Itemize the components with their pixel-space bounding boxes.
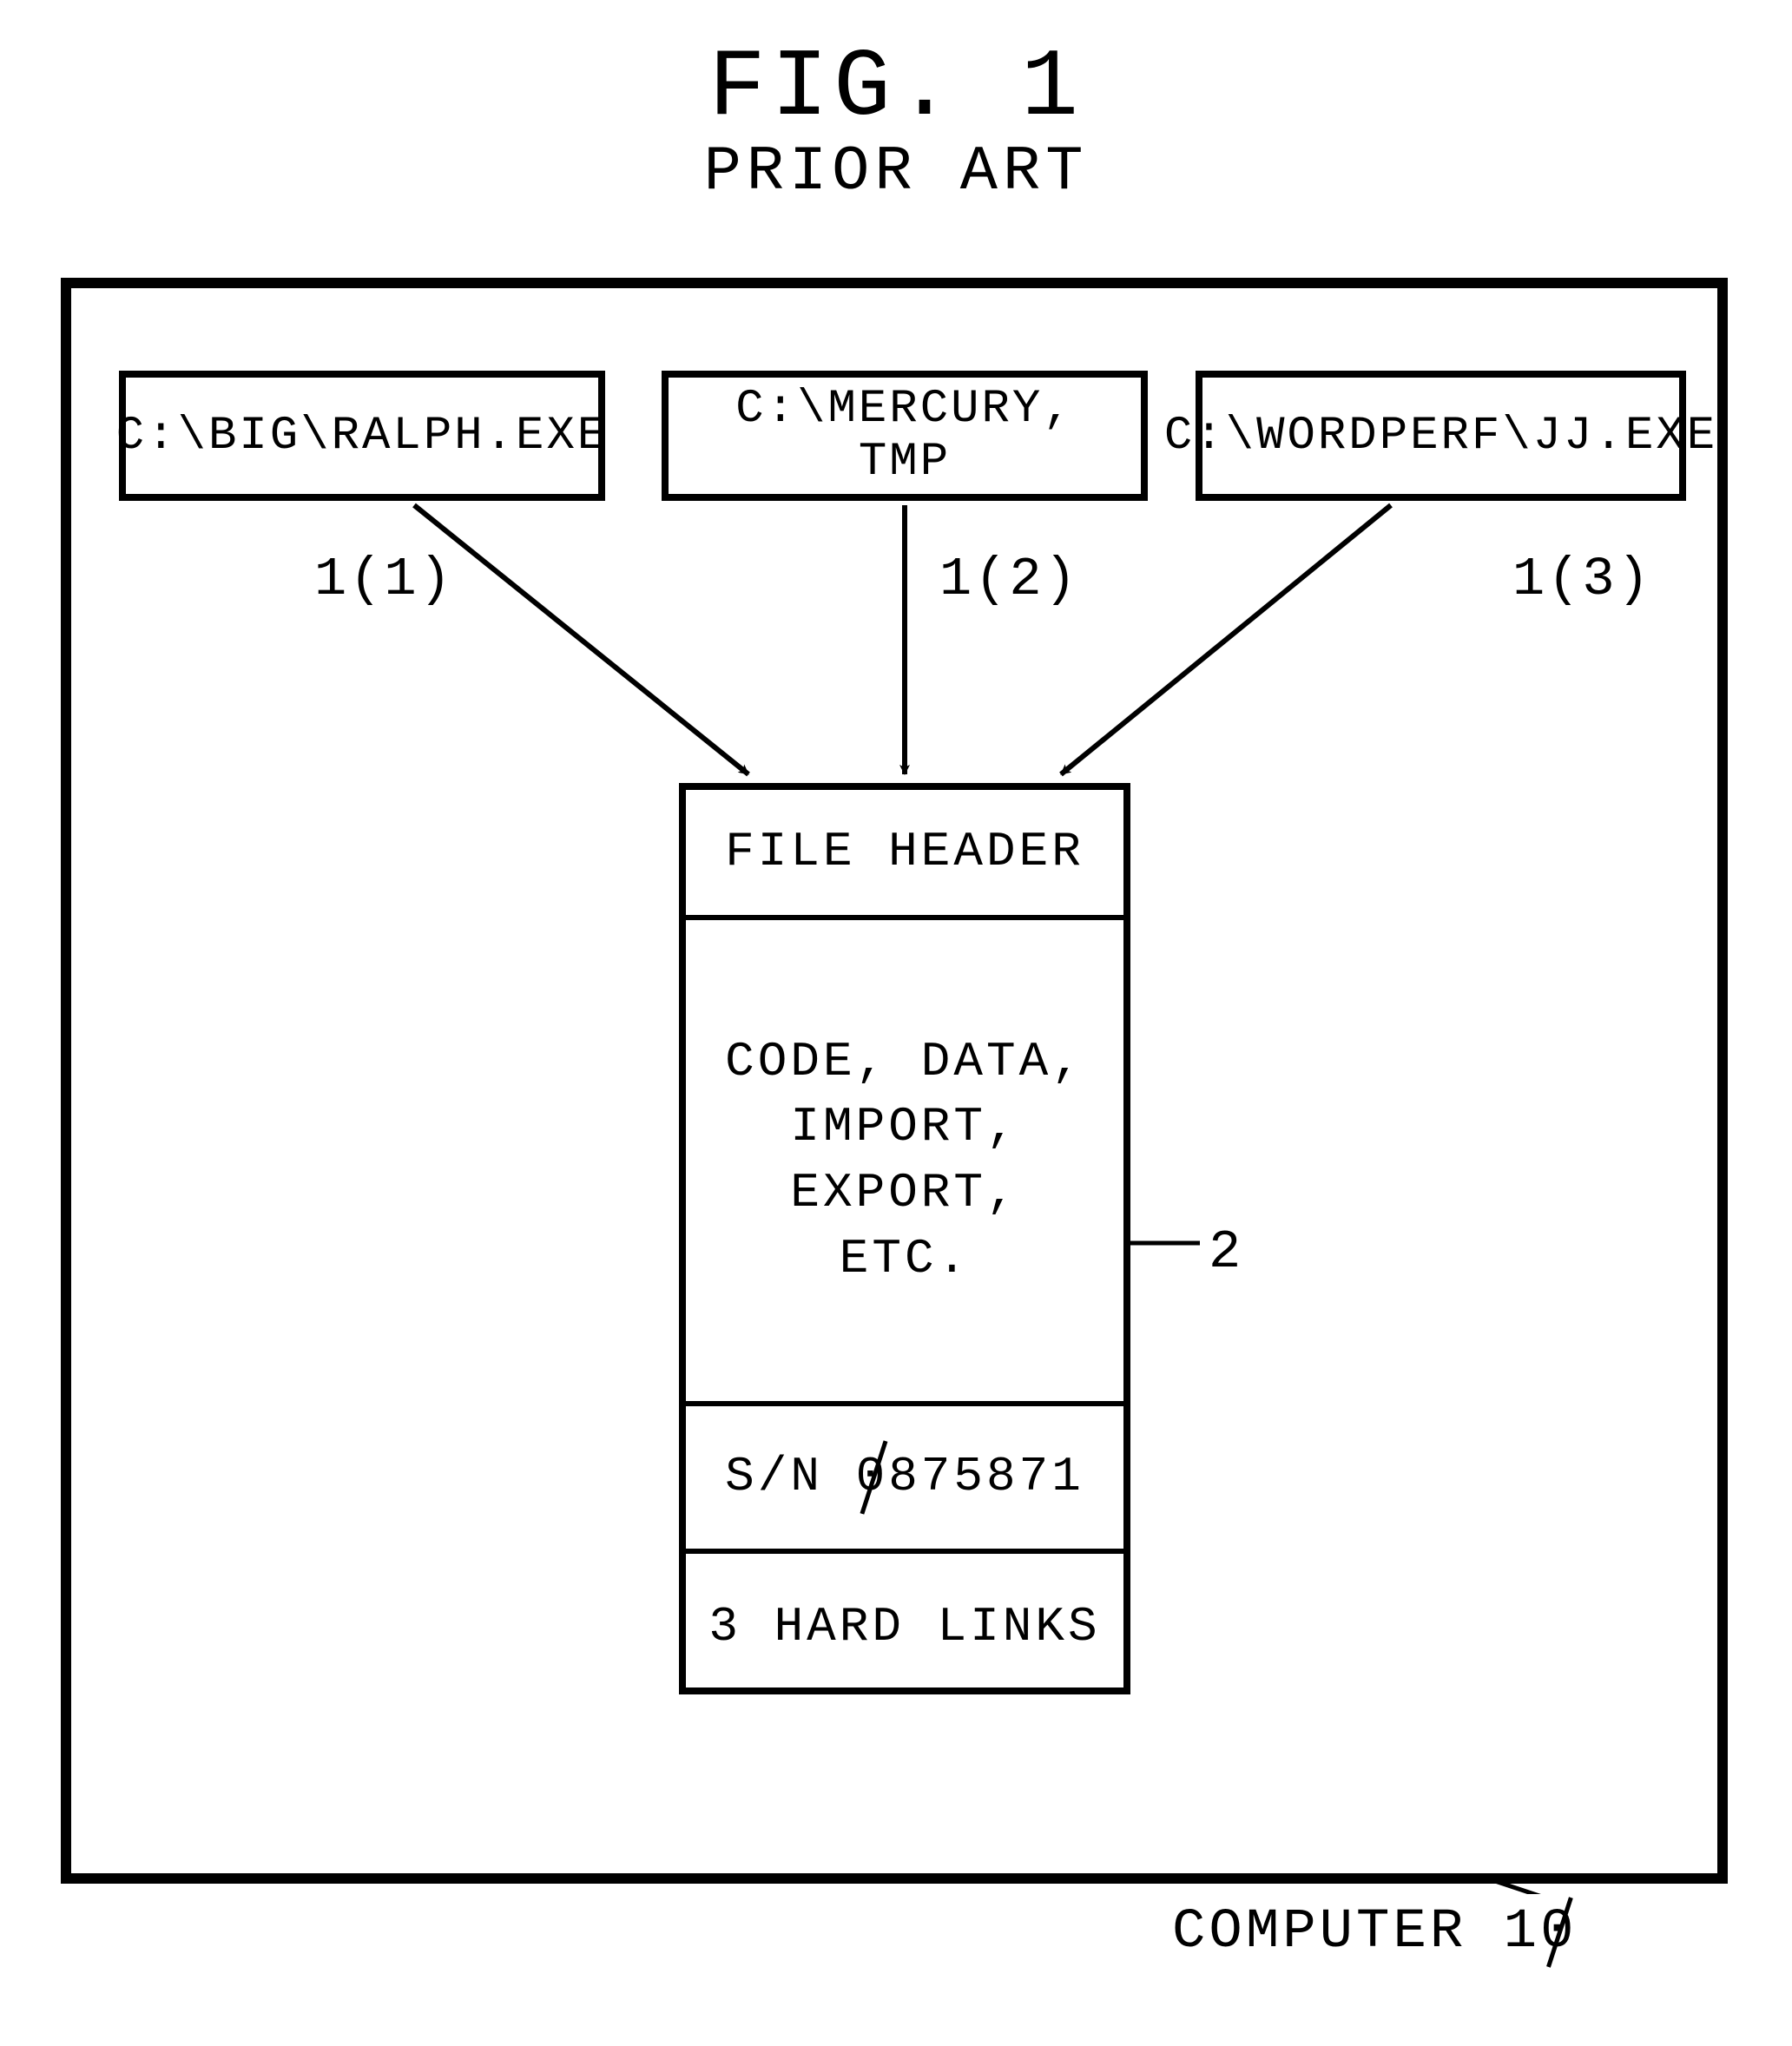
figure-subtitle: PRIOR ART bbox=[0, 136, 1792, 207]
file-path-label: C:\BIG\RALPH.EXE bbox=[116, 410, 608, 463]
file-body-cell: CODE, DATA, IMPORT, EXPORT, ETC. bbox=[686, 920, 1123, 1406]
file-path-box-1: C:\BIG\RALPH.EXE bbox=[119, 371, 605, 501]
file-hardlinks-label: 3 HARD LINKS bbox=[708, 1595, 1100, 1661]
file-ref-3: 1(3) bbox=[1512, 549, 1652, 610]
file-ref-2: 1(2) bbox=[939, 549, 1079, 610]
file-header-cell: FILE HEADER bbox=[686, 790, 1123, 920]
callout-computer bbox=[1495, 1881, 1586, 1894]
computer-outline-box: C:\BIG\RALPH.EXE 1(1) C:\MERCURY, TMP 1(… bbox=[61, 278, 1728, 1884]
file-path-label: C:\MERCURY, TMP bbox=[677, 383, 1132, 489]
file-path-label: C:\WORDPERF\JJ.EXE bbox=[1164, 410, 1717, 463]
file-ref-1: 1(1) bbox=[314, 549, 454, 610]
figure-title-block: FIG. 1 PRIOR ART bbox=[0, 35, 1792, 207]
file-hardlinks-cell: 3 HARD LINKS bbox=[686, 1554, 1123, 1701]
file-body-label: CODE, DATA, IMPORT, EXPORT, ETC. bbox=[698, 1030, 1111, 1292]
center-ref-label: 2 bbox=[1209, 1221, 1243, 1283]
file-header-label: FILE HEADER bbox=[725, 819, 1084, 885]
file-path-box-3: C:\WORDPERF\JJ.EXE bbox=[1196, 371, 1686, 501]
arrow-file1 bbox=[414, 505, 748, 774]
file-structure-box: FILE HEADER CODE, DATA, IMPORT, EXPORT, … bbox=[679, 783, 1130, 1694]
computer-label: COMPUTER 10 bbox=[1172, 1901, 1577, 1964]
file-path-box-2: C:\MERCURY, TMP bbox=[662, 371, 1148, 501]
file-serial-cell: S/N 0875871 bbox=[686, 1406, 1123, 1554]
file-serial-label: S/N 0875871 bbox=[725, 1444, 1084, 1510]
arrow-file3 bbox=[1061, 505, 1391, 774]
figure-number: FIG. 1 bbox=[0, 35, 1792, 143]
